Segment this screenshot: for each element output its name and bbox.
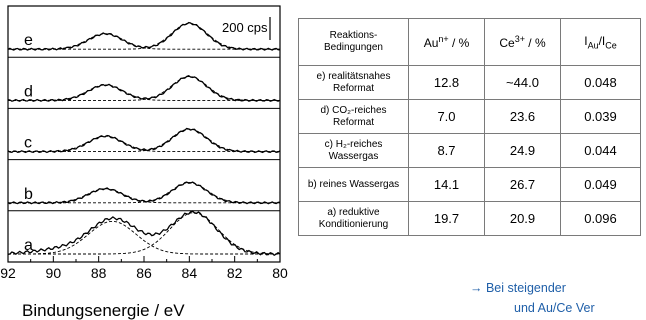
table-row: c) H₂-reiches Wassergas 8.7 24.9 0.044 — [298, 133, 641, 168]
row-au-value: 8.7 — [408, 133, 485, 168]
row-condition: a) reduktive Konditionierung — [298, 201, 409, 236]
scale-bar: 200 cps — [222, 17, 271, 40]
x-tick-label: 84 — [182, 265, 198, 281]
fit-peak-1 — [8, 220, 280, 255]
spectrum-line — [7, 210, 281, 256]
table-row: d) CO₂-reiches Reformat 7.0 23.6 0.039 — [298, 99, 641, 134]
fit-peak-2 — [8, 182, 280, 204]
x-tick-label: 92 — [0, 265, 16, 281]
row-ratio-value: 0.048 — [560, 65, 641, 100]
row-ratio-value: 0.039 — [560, 99, 641, 134]
panel-c: c — [7, 107, 281, 154]
scale-bar-label: 200 cps — [222, 20, 268, 35]
results-table: Reaktions-Bedingungen Aun+ / % Ce3+ / % … — [298, 18, 641, 236]
row-au-value: 19.7 — [408, 201, 485, 236]
row-ce-value: ~44.0 — [484, 65, 561, 100]
row-condition: e) realitätsnahes Reformat — [298, 65, 409, 100]
x-ticks: 92 90 88 86 84 82 80 — [0, 256, 288, 281]
row-ratio-value: 0.096 — [560, 201, 641, 236]
table-row: e) realitätsnahes Reformat 12.8 ~44.0 0.048 — [298, 65, 641, 100]
header-au: Aun+ / % — [408, 18, 485, 66]
conclusion-line-2: und Au/Ce Ver — [514, 301, 595, 315]
header-conditions: Reaktions-Bedingungen — [298, 18, 409, 66]
panel-d: d — [7, 56, 281, 102]
row-condition: c) H₂-reiches Wassergas — [298, 133, 409, 168]
table-header-row: Reaktions-Bedingungen Aun+ / % Ce3+ / % … — [298, 18, 641, 66]
conclusion-text: → Bei steigender und Au/Ce Ver — [470, 278, 646, 318]
x-tick-label: 82 — [227, 265, 243, 281]
conclusion-line-1: → Bei steigender — [470, 281, 566, 295]
panel-b: b — [7, 159, 281, 205]
panel-e: e — [7, 21, 281, 51]
row-ce-value: 20.9 — [484, 201, 561, 236]
header-ce: Ce3+ / % — [484, 18, 561, 66]
row-au-value: 14.1 — [408, 167, 485, 202]
spectrum-line — [7, 21, 281, 51]
x-tick-label: 88 — [91, 265, 107, 281]
row-condition: d) CO₂-reiches Reformat — [298, 99, 409, 134]
plot-panels: e d c b a — [7, 21, 281, 256]
row-au-value: 12.8 — [408, 65, 485, 100]
x-tick-label: 86 — [136, 265, 152, 281]
plot-axes — [7, 5, 281, 263]
x-tick-label: 80 — [272, 265, 288, 281]
panel-label: a — [24, 237, 33, 254]
row-condition: b) reines Wassergas — [298, 167, 409, 202]
panel-a: a — [7, 210, 281, 256]
table-row: b) reines Wassergas 14.1 26.7 0.049 — [298, 167, 641, 202]
row-ce-value: 23.6 — [484, 99, 561, 134]
xps-plot: e d c b a 92 90 88 86 84 82 80 200 cps Bindungsene… — [0, 5, 288, 320]
x-axis-label: Bindungsenergie / eV — [22, 301, 185, 320]
row-ce-value: 26.7 — [484, 167, 561, 202]
spectrum-line — [7, 181, 281, 205]
plot-frame — [7, 5, 281, 263]
row-ratio-value: 0.044 — [560, 133, 641, 168]
fit-peak-2 — [8, 76, 280, 101]
row-ce-value: 24.9 — [484, 133, 561, 168]
panel-label: c — [24, 135, 32, 152]
panel-label: b — [24, 186, 33, 203]
panel-label: d — [24, 83, 33, 100]
panel-label: e — [24, 32, 33, 49]
spectrum-line — [7, 74, 281, 102]
header-ratio: IAu/ICe — [560, 18, 641, 66]
row-ratio-value: 0.049 — [560, 167, 641, 202]
table-row: a) reduktive Konditionierung 19.7 20.9 0.09… — [298, 201, 641, 236]
x-tick-label: 90 — [46, 265, 62, 281]
spectrum-line — [7, 127, 281, 154]
row-au-value: 7.0 — [408, 99, 485, 134]
